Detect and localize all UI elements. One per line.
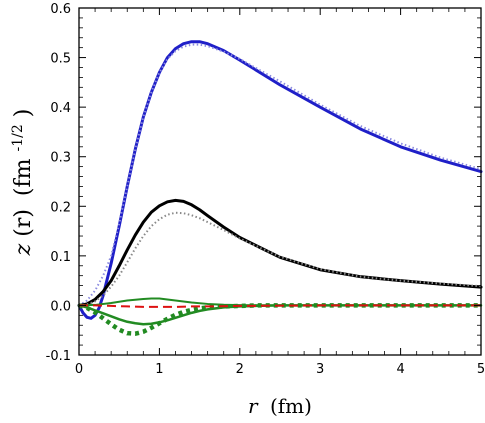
x-tick-label-0: 0 [75,362,83,377]
y-axis-label: z (r) (fm -1/2 ) [3,109,36,257]
y-tick-label-3: 0.2 [50,200,71,215]
y-tick-label-7: 0.6 [50,2,71,17]
y-axis-variable: z [11,243,36,256]
y-tick-label-6: 0.5 [50,52,71,67]
x-axis-unit: (fm) [270,394,312,418]
labels-layer: 0 1 2 3 4 5 -0.1 0.0 0.1 0.2 0.3 0.4 0.5 0.6 [46,2,485,377]
plot-frame [78,7,482,356]
y-tick-label-5: 0.4 [50,101,71,116]
y-axis-unit: (fm [11,158,36,196]
series-line-7 [78,303,481,336]
y-tick-label-2: 0.1 [50,250,71,265]
y-tick-label-1: 0.0 [50,299,71,314]
series-line-8 [79,304,481,308]
x-axis-variable: r [248,394,259,418]
y-axis-argument: (r) [11,209,36,237]
series-line-2 [78,43,482,307]
y-tick-label-0: -0.1 [46,349,71,364]
x-tick-label-4: 4 [396,362,404,377]
x-tick-label-3: 3 [316,362,324,377]
y-axis-unit-close: ) [11,109,36,118]
series-line-3 [77,198,483,307]
x-axis-label: r (fm) [248,394,312,418]
x-tick-label-5: 5 [477,362,485,377]
series-layer [77,40,483,336]
y-tick-label-4: 0.3 [50,151,71,166]
x-tick-label-1: 1 [155,362,163,377]
x-tick-label-2: 2 [236,362,244,377]
y-axis-unit-exponent: -1/2 [10,124,26,151]
